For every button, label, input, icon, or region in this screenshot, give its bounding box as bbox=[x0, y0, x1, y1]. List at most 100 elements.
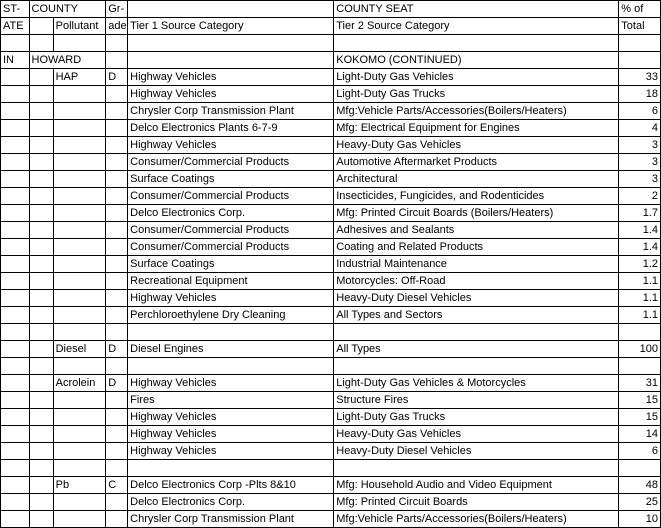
cell-grade bbox=[106, 307, 128, 324]
cell-pollutant bbox=[53, 290, 106, 307]
table-row: Consumer/Commercial ProductsAdhesives an… bbox=[1, 222, 661, 239]
cell-state bbox=[1, 324, 30, 341]
cell-county-blank bbox=[29, 307, 53, 324]
hdr-county: COUNTY bbox=[29, 1, 106, 18]
cell-state bbox=[1, 69, 30, 86]
cell-tier1 bbox=[128, 35, 334, 52]
cell-state bbox=[1, 103, 30, 120]
cell-tier2: Heavy-Duty Gas Vehicles bbox=[334, 137, 619, 154]
cell-pct: 18 bbox=[619, 86, 661, 103]
cell-county-blank bbox=[29, 460, 53, 477]
hdr-tier2: Tier 2 Source Category bbox=[334, 18, 619, 35]
cell-state bbox=[1, 154, 30, 171]
cell-pollutant bbox=[53, 324, 106, 341]
hdr-pct-top: % of bbox=[619, 1, 661, 18]
cell-grade bbox=[106, 460, 128, 477]
cell-tier2: Coating and Related Products bbox=[334, 239, 619, 256]
cell-state bbox=[1, 120, 30, 137]
cell-county: HOWARD bbox=[29, 52, 106, 69]
cell-tier1: Highway Vehicles bbox=[128, 426, 334, 443]
cell-state bbox=[1, 137, 30, 154]
cell-pollutant bbox=[53, 392, 106, 409]
cell-tier1: Chrysler Corp Transmission Plant bbox=[128, 103, 334, 120]
cell-county-blank bbox=[29, 273, 53, 290]
cell-pollutant bbox=[53, 307, 106, 324]
table-row: Highway VehiclesLight-Duty Gas Trucks15 bbox=[1, 409, 661, 426]
cell-tier1: Consumer/Commercial Products bbox=[128, 222, 334, 239]
cell-tier2: Mfg: Printed Circuit Boards (Boilers/Hea… bbox=[334, 205, 619, 222]
cell-state bbox=[1, 290, 30, 307]
cell-state bbox=[1, 171, 30, 188]
table-row: Highway VehiclesHeavy-Duty Diesel Vehicl… bbox=[1, 290, 661, 307]
cell-tier1 bbox=[128, 358, 334, 375]
cell-county-blank bbox=[29, 35, 53, 52]
table-row bbox=[1, 324, 661, 341]
cell-tier2: Heavy-Duty Gas Vehicles bbox=[334, 426, 619, 443]
cell-grade bbox=[106, 86, 128, 103]
cell-pct: 1.7 bbox=[619, 205, 661, 222]
cell-tier2: Architectural bbox=[334, 171, 619, 188]
cell-pollutant bbox=[53, 171, 106, 188]
cell-grade bbox=[106, 188, 128, 205]
cell-state bbox=[1, 358, 30, 375]
header-row-1: ST- COUNTY Gr- COUNTY SEAT % of bbox=[1, 1, 661, 18]
cell-tier1: Delco Electronics Corp -Plts 8&10 bbox=[128, 477, 334, 494]
cell-tier1: Consumer/Commercial Products bbox=[128, 154, 334, 171]
table-row: HAPDHighway VehiclesLight-Duty Gas Vehic… bbox=[1, 69, 661, 86]
cell-grade bbox=[106, 324, 128, 341]
cell-pct: 4 bbox=[619, 120, 661, 137]
cell-pct: 1.4 bbox=[619, 239, 661, 256]
cell-grade: D bbox=[106, 375, 128, 392]
cell-state bbox=[1, 375, 30, 392]
cell-pollutant bbox=[53, 358, 106, 375]
cell-tier2: Mfg:Vehicle Parts/Accessories(Boilers/He… bbox=[334, 103, 619, 120]
cell-county-blank bbox=[29, 222, 53, 239]
cell-tier1: Highway Vehicles bbox=[128, 443, 334, 460]
cell-grade bbox=[106, 511, 128, 528]
cell-tier2: Light-Duty Gas Trucks bbox=[334, 86, 619, 103]
table-row: PbCDelco Electronics Corp -Plts 8&10Mfg:… bbox=[1, 477, 661, 494]
cell-pct: 6 bbox=[619, 443, 661, 460]
hdr-tier1-blank bbox=[128, 1, 334, 18]
cell-tier1: Consumer/Commercial Products bbox=[128, 188, 334, 205]
cell-pct: 100 bbox=[619, 341, 661, 358]
cell-county-blank bbox=[29, 443, 53, 460]
table-row bbox=[1, 35, 661, 52]
cell-tier1 bbox=[128, 460, 334, 477]
cell-tier1: Diesel Engines bbox=[128, 341, 334, 358]
cell-county-blank bbox=[29, 69, 53, 86]
cell-grade bbox=[106, 409, 128, 426]
cell-state bbox=[1, 256, 30, 273]
cell-county-blank bbox=[29, 409, 53, 426]
cell-pollutant bbox=[53, 273, 106, 290]
cell-tier1: Highway Vehicles bbox=[128, 137, 334, 154]
table-row: Consumer/Commercial ProductsCoating and … bbox=[1, 239, 661, 256]
cell-tier2: Light-Duty Gas Vehicles bbox=[334, 69, 619, 86]
cell-pct bbox=[619, 460, 661, 477]
cell-tier1: Delco Electronics Corp. bbox=[128, 494, 334, 511]
cell-pollutant bbox=[53, 137, 106, 154]
cell-tier1: Highway Vehicles bbox=[128, 290, 334, 307]
cell-pollutant: HAP bbox=[53, 69, 106, 86]
hdr-tier1: Tier 1 Source Category bbox=[128, 18, 334, 35]
cell-pct bbox=[619, 358, 661, 375]
cell-county-blank bbox=[29, 392, 53, 409]
cell-state bbox=[1, 188, 30, 205]
cell-grade bbox=[106, 120, 128, 137]
table-row: Highway VehiclesLight-Duty Gas Trucks18 bbox=[1, 86, 661, 103]
table-row: Delco Electronics Corp.Mfg: Printed Circ… bbox=[1, 494, 661, 511]
cell-county-blank bbox=[29, 120, 53, 137]
cell-grade bbox=[106, 137, 128, 154]
cell-tier1: Recreational Equipment bbox=[128, 273, 334, 290]
cell-pollutant bbox=[53, 511, 106, 528]
cell-state bbox=[1, 426, 30, 443]
hdr-countyseat: COUNTY SEAT bbox=[334, 1, 619, 18]
cell-pct: 2 bbox=[619, 188, 661, 205]
cell-tier2 bbox=[334, 35, 619, 52]
cell-pct: 1.1 bbox=[619, 307, 661, 324]
cell-pollutant bbox=[53, 494, 106, 511]
table-row: Highway VehiclesHeavy-Duty Gas Vehicles1… bbox=[1, 426, 661, 443]
table-row: Chrysler Corp Transmission PlantMfg:Vehi… bbox=[1, 103, 661, 120]
cell-county-blank bbox=[29, 103, 53, 120]
cell-state bbox=[1, 222, 30, 239]
